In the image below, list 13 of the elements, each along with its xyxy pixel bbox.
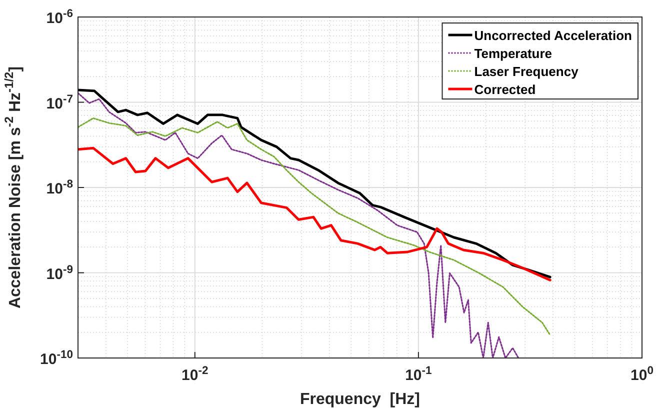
- x-tick-label: 10$^{0}$: [630, 365, 654, 384]
- x-axis-title: Frequency [Hz]: [300, 391, 420, 408]
- legend-label: Uncorrected Acceleration: [474, 28, 632, 43]
- legend-label: Laser Frequency: [474, 64, 580, 79]
- x-tick-label: 10$^{-2}$: [182, 365, 208, 384]
- legend-label: Temperature: [474, 46, 552, 61]
- y-tick-label: 10$^{-7}$: [46, 93, 73, 112]
- y-tick-label: 10$^{-6}$: [46, 8, 73, 27]
- y-tick-label: 10$^{-10}$: [40, 349, 73, 368]
- x-tick-label: 10$^{-1}$: [405, 365, 432, 384]
- y-tick-label: 10$^{-9}$: [46, 264, 73, 283]
- legend-label: Corrected: [474, 82, 536, 97]
- y-tick-label: 10$^{-8}$: [46, 178, 73, 198]
